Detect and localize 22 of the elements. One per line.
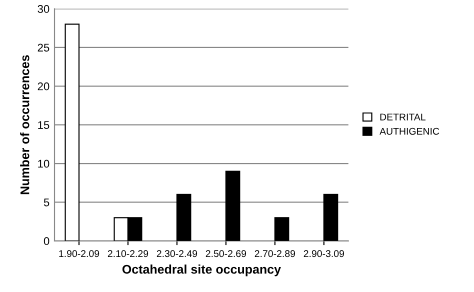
y-tick-label: 20 (38, 82, 50, 90)
y-axis-title: Number of occurrences (20, 55, 30, 194)
x-tick-label: 2.30-2.49 (156, 250, 198, 258)
y-tick-label: 25 (38, 44, 50, 52)
x-tick-label: 2.70-2.89 (254, 250, 295, 258)
bar (176, 194, 192, 241)
y-tick-label: 30 (38, 5, 50, 13)
x-tick-label: 2.10-2.29 (108, 250, 148, 258)
y-tick-label: 15 (38, 121, 50, 129)
y-tick-label: 0 (44, 237, 50, 246)
legend-label: AUTHIGENIC (380, 128, 440, 135)
bar (274, 217, 290, 241)
legend-label: DETRITAL (380, 114, 426, 120)
y-tick-label: 10 (38, 160, 50, 168)
x-tick-label: 1.90-2.09 (59, 250, 100, 258)
x-axis-title: Octahedral site occupancy (122, 264, 281, 276)
x-tick-label: 2.50-2.69 (206, 250, 246, 258)
y-tick-label: 5 (44, 198, 50, 206)
bar (64, 24, 80, 241)
bar (225, 170, 240, 241)
x-tick-label: 2.90-3.09 (304, 250, 344, 258)
bar (323, 194, 338, 241)
